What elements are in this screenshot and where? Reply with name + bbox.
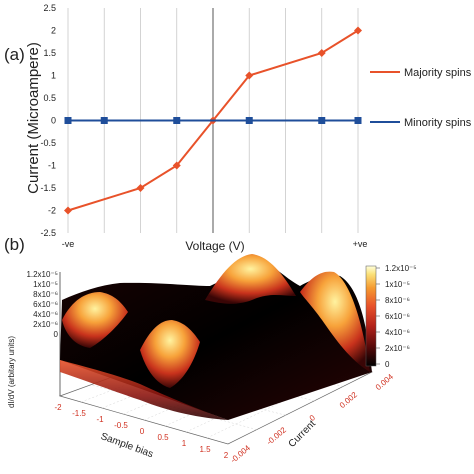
legend: Majority spins Minority spins [370,67,472,129]
y-tick-label: -1.5 [40,183,56,193]
y-tick-label: 0.5 [43,93,56,103]
surface-peak-front [140,320,200,388]
z-tick-label: 2x10⁻⁶ [33,320,58,329]
x-tick-label: -1.5 [72,409,86,418]
x-tick-label: 1 [182,439,187,448]
data-point-1-5 [354,117,362,124]
surface-sheet [60,258,372,420]
colorbar-tick-label: 8x10⁻⁶ [385,296,410,305]
data-point-0-5 [317,49,326,57]
x-tick-label-left: -ve [62,239,75,249]
data-point-1-3 [245,117,253,124]
y-tick-label: 0.004 [374,372,396,392]
y-tick-label: 0.002 [338,390,360,410]
data-point-0-4 [245,71,254,80]
colorbar-tick-labels: 1.2x10⁻⁵ 1x10⁻⁵ 8x10⁻⁶ 6x10⁻⁶ 4x10⁻⁶ 2x10⁻⁶ 0 [376,264,417,369]
series [64,26,362,215]
floor-grid-line [206,367,353,439]
colorbar-tick-label: 6x10⁻⁶ [385,312,410,321]
data-point-1-2 [173,117,181,124]
data-point-0-1 [136,184,145,192]
z-tick-label: 6x10⁻⁶ [33,300,58,309]
x-axis-title: Sample bias [99,431,154,460]
z-tick-label: 1.2x10⁻⁵ [26,270,58,279]
y-tick-label: 1.5 [43,48,56,58]
z-tick-label: 0 [54,330,59,339]
y-tick-label: 1 [51,71,56,81]
data-point-0-2 [172,161,181,170]
y-tick-label: 2 [51,26,56,36]
panel-a: (a) Current (Microampere) 2.5 2 1.5 1 0.5 0 -0… [4,3,472,253]
data-point-0-0 [64,206,72,215]
z-tick-label: 8x10⁻⁶ [33,290,58,299]
panel-a-label: (a) [4,45,25,64]
data-point-1-4 [318,117,326,124]
surface-peak-left [62,292,128,348]
z-axis-title: dI/dV (arbitary units) [7,336,16,408]
data-point-1-1 [100,117,108,124]
panel-b-label: (b) [4,235,25,254]
y-axis-title: Current [287,418,319,450]
x-axis-title: Voltage (V) [185,239,244,253]
y-axis-title: Current (Microampere) [25,42,42,194]
x-tick-label: -0.5 [114,421,128,430]
x-tick-label-right: +ve [353,239,368,249]
colorbar-tick-label: 0 [385,360,390,369]
panel-b: (b) 1.2x10⁻⁵1x10⁻⁵8x10⁻⁶6x10⁻⁶4x10⁻⁶2x10… [4,235,417,465]
legend-label-1: Minority spins [404,117,472,129]
y-tick-label: 0 [308,413,318,423]
surface-peak-back [205,254,296,304]
x-tick-label: 0.5 [157,433,169,442]
y-tick-label: -1 [48,161,56,171]
y-tick-label: -2 [48,206,56,216]
x-tick-labels: -2 -1.5 -1 -0.5 0 0.5 1 1.5 2 [54,403,228,460]
x-tick-label: 1.5 [199,445,211,454]
y-tick-label: -2.5 [40,228,56,238]
colorbar-tick-label: 1.2x10⁻⁵ [385,264,417,273]
x-tick-label: -2 [54,403,62,412]
colorbar-tick-label: 4x10⁻⁶ [385,328,410,337]
y-tick-labels: 2.5 2 1.5 1 0.5 0 -0.5 -1 -1.5 -2 -2.5 [40,3,56,238]
surface-peak-right [300,271,370,372]
x-tick-label: -1 [96,415,104,424]
z-tick-label: 4x10⁻⁶ [33,310,58,319]
y-tick-label: -0.002 [265,425,289,447]
x-tick-label: 2 [224,451,229,460]
data-point-1-0 [64,117,72,124]
colorbar-tick-label: 1x10⁻⁵ [385,280,410,289]
data-point-0-6 [354,26,362,35]
surface-front-edge [60,360,228,420]
x-tick-label: 0 [140,427,145,436]
surface [60,254,372,420]
z-tick-label: 1x10⁻⁵ [33,280,58,289]
y-tick-label: 2.5 [43,3,56,13]
y-tick-label: -0.004 [229,443,253,465]
colorbar [365,265,377,367]
y-tick-label: -0.5 [40,138,56,148]
legend-label-0: Majority spins [404,67,472,79]
y-tick-label: 0 [51,116,56,126]
colorbar-tick-label: 2x10⁻⁶ [385,344,410,353]
